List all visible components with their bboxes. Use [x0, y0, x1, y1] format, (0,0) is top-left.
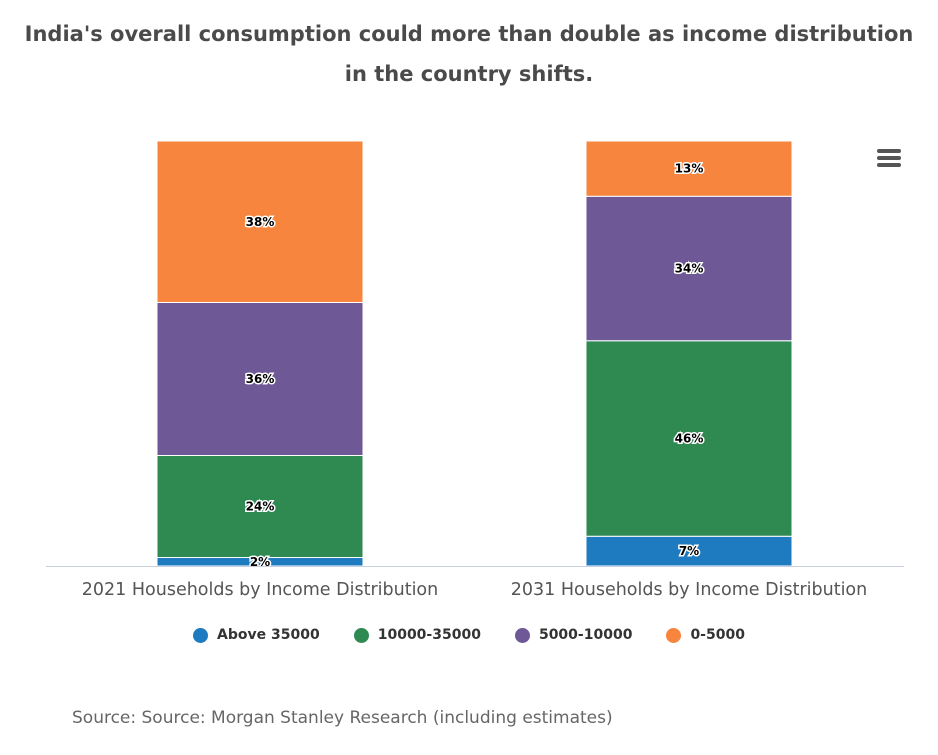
bar-segment[interactable]: [585, 140, 793, 197]
bar-segment[interactable]: [585, 340, 793, 537]
menu-line: [877, 149, 901, 153]
legend-label: Above 35000: [217, 627, 320, 643]
data-label: 24%: [246, 500, 275, 514]
menu-line: [877, 156, 901, 160]
legend-item[interactable]: 5000-10000: [514, 627, 633, 643]
legend-item[interactable]: 10000-35000: [353, 627, 481, 643]
data-label: 13%: [675, 162, 704, 176]
legend-label: 0-5000: [690, 627, 745, 643]
bar-segment[interactable]: [156, 140, 364, 303]
legend-item[interactable]: 0-5000: [666, 627, 745, 643]
legend-marker-icon: [193, 627, 209, 643]
bar-segment[interactable]: [156, 302, 364, 456]
data-label: 34%: [675, 262, 704, 276]
x-tick-label: 2021 Households by Income Distribution: [82, 580, 438, 600]
legend-label: 5000-10000: [538, 627, 633, 643]
legend-item[interactable]: Above 35000: [193, 627, 320, 643]
bar-segment[interactable]: [585, 195, 793, 342]
x-tick-label: 2031 Households by Income Distribution: [511, 580, 867, 600]
legend: Above 35000 10000-35000 5000-10000 0-5000: [0, 622, 938, 648]
menu-line: [877, 163, 901, 167]
data-label: 38%: [246, 215, 275, 229]
legend-marker-icon: [666, 627, 682, 643]
data-label: 7%: [679, 544, 699, 558]
plot-area: 2%24%36%38%7%46%34%13%2021 Households by…: [46, 140, 904, 600]
data-label: 36%: [246, 372, 275, 386]
bar-segment[interactable]: [585, 535, 793, 567]
hamburger-menu-icon[interactable]: [874, 146, 904, 170]
source-note: Source: Source: Morgan Stanley Research …: [72, 708, 613, 728]
legend-marker-icon: [353, 627, 369, 643]
legend-label: 10000-35000: [377, 627, 481, 643]
legend-marker-icon: [514, 627, 530, 643]
chart-title: India's overall consumption could more t…: [24, 22, 914, 86]
data-label: 46%: [675, 432, 704, 446]
